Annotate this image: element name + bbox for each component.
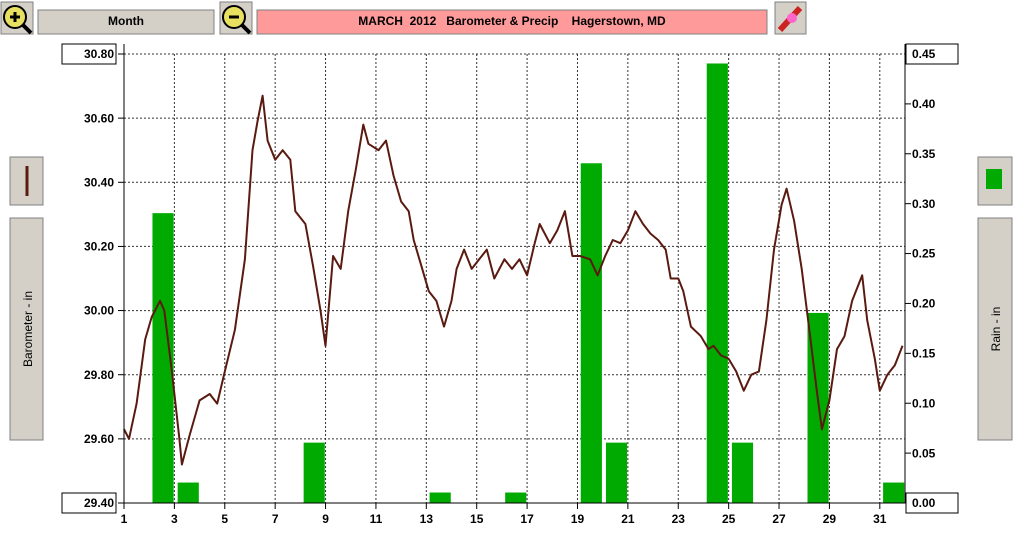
zoom-out[interactable] <box>219 1 253 35</box>
options-icon[interactable] <box>774 1 807 35</box>
legend-bar-swatch <box>986 169 1002 189</box>
bar <box>706 63 728 504</box>
x-tick-label: 27 <box>772 512 786 526</box>
y2-tick-label: 0.40 <box>912 97 936 111</box>
x-tick-label: 25 <box>722 512 736 526</box>
barometer-line <box>123 94 904 466</box>
period-label: Month <box>108 14 144 28</box>
x-tick-label: 21 <box>621 512 635 526</box>
x-tick-label: 17 <box>520 512 534 526</box>
y-tick-box <box>61 43 117 65</box>
x-tick-label: 11 <box>370 512 383 526</box>
bar <box>605 442 628 504</box>
x-tick-label: 9 <box>322 512 329 526</box>
y2-tick-box <box>905 492 959 514</box>
y-axis-button[interactable] <box>9 217 44 441</box>
bar <box>731 442 754 504</box>
y-tick-label: 30.60 <box>84 111 114 125</box>
zoom-in[interactable] <box>0 1 34 35</box>
y2-axis-title: Rain - in <box>989 307 1003 352</box>
period-button[interactable] <box>37 9 215 35</box>
x-tick-label: 5 <box>221 512 228 526</box>
y-tick-box <box>61 492 117 514</box>
y-tick-label: 30.20 <box>84 240 114 254</box>
y2-tick-label: 0.00 <box>912 496 936 510</box>
bar <box>883 482 905 504</box>
x-tick-label: 31 <box>873 512 887 526</box>
y-axis-title: Barometer - in <box>21 291 35 367</box>
y2-tick-box <box>905 43 959 65</box>
y-tick-label: 29.80 <box>84 368 114 382</box>
y-tick-label: 29.40 <box>84 496 114 510</box>
y2-tick-label: 0.45 <box>912 47 936 61</box>
chart-title: MARCH 2012 Barometer & Precip Hagerstown… <box>358 14 666 28</box>
x-tick-label: 19 <box>571 512 585 526</box>
y2-tick-label: 0.15 <box>912 347 936 361</box>
y2-tick-label: 0.05 <box>912 446 936 460</box>
y-tick-label: 30.40 <box>84 175 114 189</box>
y2-axis-button[interactable] <box>977 217 1013 441</box>
x-tick-label: 7 <box>272 512 279 526</box>
x-tick-label: 1 <box>121 512 128 526</box>
x-tick-label: 3 <box>171 512 178 526</box>
bar <box>505 492 527 504</box>
x-tick-label: 15 <box>470 512 484 526</box>
bar <box>429 492 451 504</box>
x-tick-label: 23 <box>672 512 686 526</box>
bar <box>580 163 602 504</box>
title-box <box>256 9 768 35</box>
bar <box>303 442 325 504</box>
bar <box>177 482 199 504</box>
x-tick-label: 29 <box>823 512 837 526</box>
x-tick-label: 13 <box>420 512 434 526</box>
y2-tick-label: 0.20 <box>912 297 936 311</box>
y2-tick-label: 0.10 <box>912 396 936 410</box>
y-tick-label: 30.00 <box>84 304 114 318</box>
y-tick-label: 30.80 <box>84 47 114 61</box>
y2-tick-label: 0.35 <box>912 147 936 161</box>
y2-tick-label: 0.30 <box>912 197 936 211</box>
y-tick-label: 29.60 <box>84 432 114 446</box>
y2-tick-label: 0.25 <box>912 247 936 261</box>
